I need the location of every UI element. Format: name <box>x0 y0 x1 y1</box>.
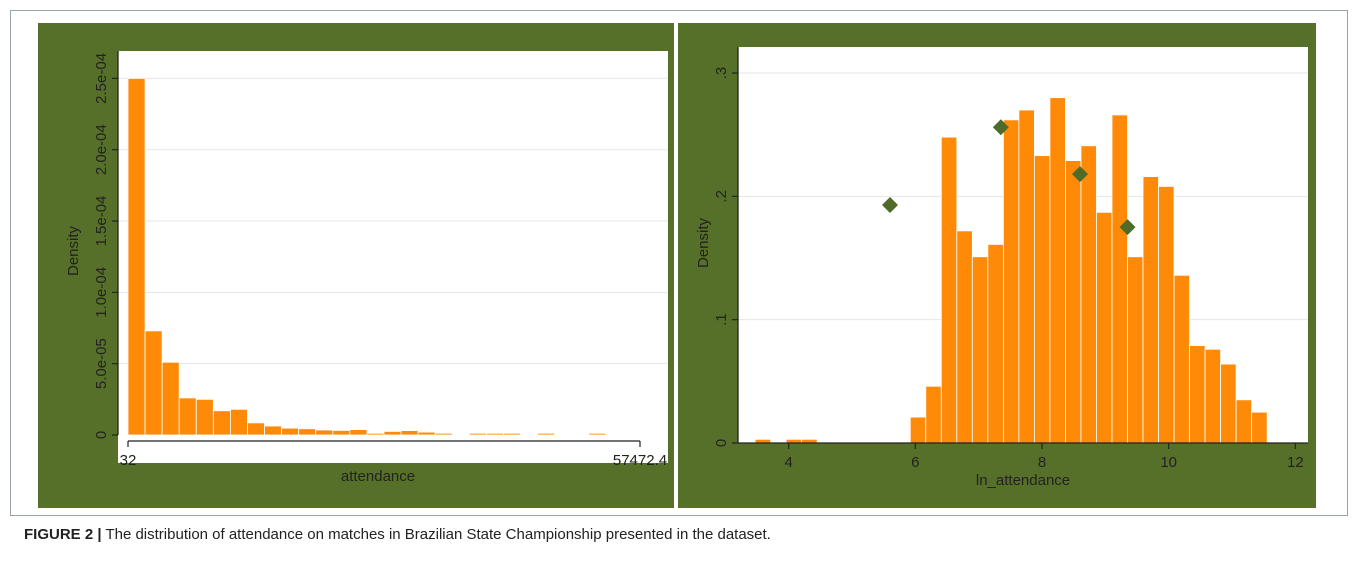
histogram-bar <box>1002 119 1020 444</box>
histogram-bar <box>1204 348 1221 444</box>
histogram-bar <box>281 427 300 436</box>
histogram-bar <box>554 433 573 436</box>
histogram-bar <box>1065 160 1082 444</box>
right-chart-panel: 0 .1 .2 .3 4 6 8 10 12 ln_attendance Density <box>678 23 1316 508</box>
histogram-bar <box>298 428 317 436</box>
histogram-bar <box>940 136 958 444</box>
diamond-marker <box>992 119 1009 136</box>
caption-text: The distribution of attendance on matche… <box>101 526 771 543</box>
histogram-bar <box>144 330 163 436</box>
histogram-bar <box>349 429 368 436</box>
histogram-bar <box>434 432 453 436</box>
right-histogram: 0 .1 .2 .3 4 6 8 10 12 ln_attendance Density <box>695 47 1308 489</box>
histogram-bar <box>451 433 470 436</box>
x-axis-title: ln_attendance <box>976 472 1070 489</box>
histogram-bar <box>520 433 538 436</box>
histogram-bar <box>571 433 590 436</box>
histogram-bar <box>1033 155 1051 444</box>
histogram-bar <box>127 77 146 436</box>
y-tick-label: 2.0e-04 <box>93 124 110 175</box>
histogram-bar <box>1018 109 1035 444</box>
y-tick-label: .2 <box>713 190 730 203</box>
caption-label: FIGURE 2 | <box>24 526 102 543</box>
x-axis-title: attendance <box>341 468 415 485</box>
diamond-marker <box>1119 219 1136 236</box>
histogram-bar <box>1173 274 1190 444</box>
histogram-bar <box>588 432 607 436</box>
y-tick-label: 5.0e-05 <box>93 338 110 389</box>
histogram-bar <box>971 256 989 444</box>
x-tick-label: 8 <box>1038 454 1046 471</box>
histogram-bar <box>909 416 927 444</box>
y-tick-label: 0 <box>713 439 730 447</box>
diamond-marker <box>1072 166 1088 183</box>
histogram-bar <box>1111 114 1128 444</box>
histogram-bar <box>400 430 419 436</box>
histogram-bar <box>987 244 1004 444</box>
x-tick-label: 32 <box>120 452 137 469</box>
figure-frame <box>10 10 1348 516</box>
histogram-bar <box>1189 345 1206 444</box>
histogram-bar <box>1142 176 1159 444</box>
histogram-bar <box>485 432 504 436</box>
x-tick-label: 12 <box>1287 454 1304 471</box>
histogram-bar <box>212 410 231 436</box>
histogram-bar <box>956 230 973 444</box>
y-tick-label: 0 <box>93 431 110 439</box>
x-tick-label: 6 <box>911 454 919 471</box>
y-tick-label: 2.5e-04 <box>93 53 110 104</box>
histogram-bar <box>264 425 283 436</box>
histogram-bar <box>468 432 487 436</box>
histogram-bar <box>1235 399 1253 444</box>
histogram-bar <box>925 385 942 444</box>
histogram-bar <box>178 397 197 436</box>
histogram-bar <box>161 361 180 436</box>
x-tick-label: 10 <box>1160 454 1177 471</box>
y-tick-label: 1.5e-04 <box>93 196 110 247</box>
histogram-bar <box>605 433 624 436</box>
histogram-bar <box>1220 363 1237 444</box>
histogram-bar <box>1096 211 1113 444</box>
y-tick-label: .1 <box>713 313 730 326</box>
histogram-bar <box>417 431 436 436</box>
x-tick-label: 4 <box>784 454 792 471</box>
left-chart-panel: 0 5.0e-05 1.0e-04 1.5e-04 2.0e-04 2.5e-04 32 57… <box>38 23 674 508</box>
y-tick-label: 1.0e-04 <box>93 267 110 318</box>
histogram-bar <box>332 430 351 436</box>
histogram-bar <box>1049 97 1066 444</box>
diamond-marker <box>882 196 898 213</box>
y-tick-label: .3 <box>713 67 730 80</box>
histogram-bar <box>503 432 521 436</box>
x-tick-label: 57472.4 <box>613 452 667 469</box>
histogram-bar <box>383 431 402 436</box>
histogram-bar <box>315 429 334 436</box>
histogram-bar <box>229 408 248 436</box>
figure-caption: FIGURE 2 | The distribution of attendanc… <box>24 526 771 543</box>
left-plot-area <box>118 51 668 463</box>
y-axis-title: Density <box>695 217 712 268</box>
histogram-bar <box>1127 256 1144 444</box>
left-histogram: 0 5.0e-05 1.0e-04 1.5e-04 2.0e-04 2.5e-04 32 57… <box>65 51 668 485</box>
y-axis-title: Density <box>65 225 82 276</box>
histogram-bar <box>247 422 265 436</box>
histogram-bar <box>537 432 556 436</box>
histogram-bar <box>1080 145 1097 444</box>
histogram-bar <box>1251 411 1268 444</box>
histogram-bar <box>195 398 214 436</box>
histogram-bar <box>366 432 385 436</box>
histogram-bar <box>1158 186 1175 444</box>
